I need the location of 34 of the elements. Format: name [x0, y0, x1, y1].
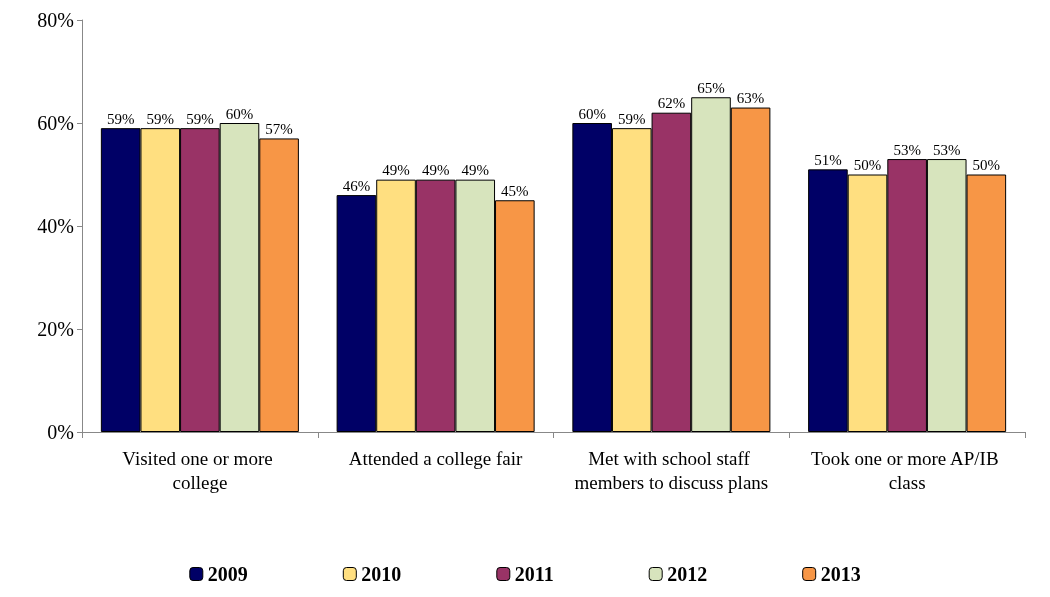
data-label: 60% — [225, 105, 254, 122]
y-tick-label: 0% — [47, 421, 74, 443]
data-label: 53% — [932, 141, 961, 158]
legend-label: 2010 — [361, 563, 402, 585]
data-label: 49% — [461, 162, 489, 179]
y-tick-label: 60% — [37, 112, 74, 134]
legend-label: 2013 — [820, 563, 861, 585]
legend-label: 2011 — [514, 563, 554, 585]
data-label: 46% — [342, 177, 371, 194]
x-tick-label: Visited one or more college — [122, 447, 278, 493]
data-label: 57% — [265, 120, 293, 137]
data-label: 53% — [893, 141, 921, 158]
y-tick-label: 20% — [37, 318, 74, 340]
y-tick-label: 40% — [37, 215, 74, 237]
data-label: 49% — [382, 162, 410, 179]
data-label: 60% — [578, 105, 606, 122]
x-tick-label: Took one or more AP/IB class — [810, 447, 1004, 493]
legend-label: 2012 — [667, 563, 708, 585]
data-label: 65% — [697, 79, 725, 96]
legend-label: 2009 — [207, 563, 248, 585]
y-tick-label: 80% — [37, 9, 74, 31]
data-label: 59% — [106, 110, 135, 127]
data-label: 63% — [736, 90, 765, 107]
data-label: 59% — [618, 110, 646, 127]
x-tick-label: Met with school staff members to discuss plans — [574, 447, 769, 493]
data-label: 50% — [972, 157, 1001, 173]
data-label: 51% — [814, 151, 842, 168]
data-label: 50% — [853, 157, 882, 173]
data-label: 62% — [657, 95, 686, 112]
x-tick-label: Attended a college fair — [348, 447, 524, 469]
data-label: 59% — [146, 110, 175, 127]
data-label: 45% — [501, 182, 529, 199]
data-label: 59% — [186, 110, 214, 127]
data-label: 49% — [421, 162, 450, 179]
